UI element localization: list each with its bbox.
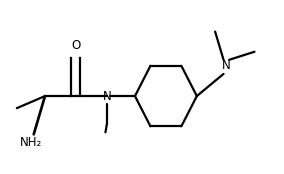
Text: N: N (103, 90, 111, 102)
Text: O: O (71, 39, 81, 52)
Text: N: N (222, 59, 231, 72)
Text: NH₂: NH₂ (20, 136, 42, 149)
